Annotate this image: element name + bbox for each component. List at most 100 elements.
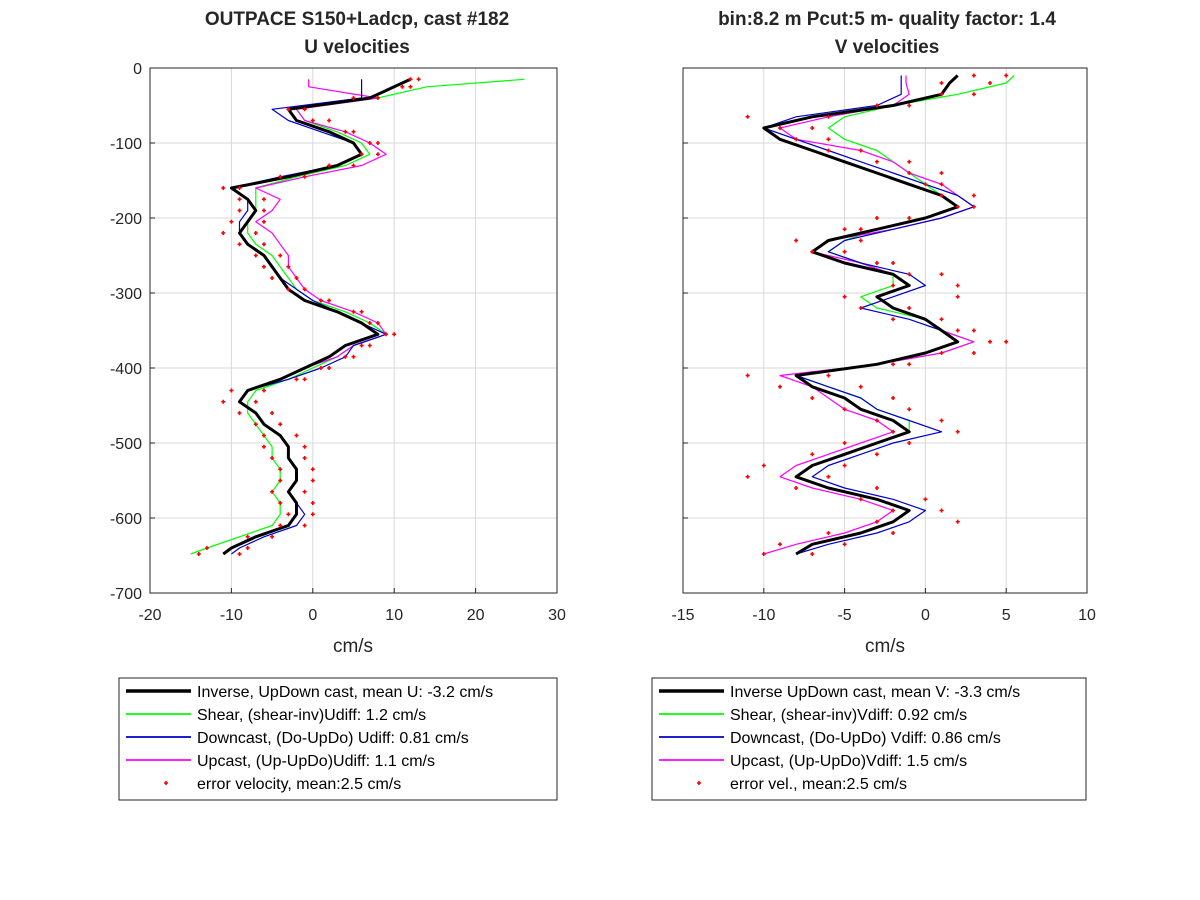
- error-velocity-point: [891, 531, 896, 535]
- error-velocity-point: [874, 519, 879, 524]
- error-velocity-point: [858, 497, 863, 502]
- error-velocity-point: [826, 373, 831, 378]
- error-velocity-point: [375, 96, 380, 100]
- error-velocity-point: [874, 216, 879, 220]
- v-legend: Inverse UpDown cast, mean V: -3.3 cm/s Sh…: [651, 677, 1087, 801]
- error-velocity-point: [270, 489, 275, 494]
- y-tick-label: -500: [110, 436, 142, 453]
- legend-error-label: error vel., mean:2.5 cm/s: [730, 776, 907, 793]
- error-velocity-point: [939, 92, 944, 97]
- error-velocity-point: [278, 523, 283, 528]
- error-velocity-point: [826, 531, 831, 535]
- error-velocity-point: [302, 489, 307, 494]
- error-velocity-point: [939, 508, 944, 513]
- error-velocity-point: [891, 429, 896, 434]
- error-velocity-point: [858, 384, 863, 389]
- legend-shear-label: Shear, (shear-inv)Udiff: 1.2 cm/s: [197, 707, 426, 724]
- error-velocity-point: [842, 249, 847, 254]
- error-velocity-point: [891, 283, 896, 288]
- x-tick-label: 0: [921, 607, 930, 624]
- error-velocity-point: [745, 114, 750, 119]
- error-velocity-point: [842, 407, 847, 412]
- error-velocity-point: [367, 321, 372, 325]
- error-velocity-point: [302, 444, 307, 449]
- error-velocity-point: [874, 418, 879, 423]
- error-velocity-point: [939, 81, 944, 85]
- error-velocity-point: [310, 478, 315, 483]
- error-velocity-point: [327, 366, 332, 370]
- y-tick-label: -100: [110, 136, 142, 153]
- error-velocity-point: [286, 264, 291, 269]
- error-velocity-point: [343, 354, 348, 359]
- error-velocity-point: [310, 118, 315, 123]
- error-velocity-point: [294, 377, 299, 382]
- error-velocity-point: [302, 456, 307, 460]
- error-velocity-point: [971, 204, 976, 209]
- v-title-line-2: V velocities: [835, 37, 940, 58]
- error-velocity-point: [261, 433, 266, 438]
- error-velocity-point: [270, 411, 275, 415]
- x-tick-label: 10: [385, 607, 403, 624]
- legend-downcast-label: Downcast, (Do-UpDo) Vdiff: 0.86 cm/s: [730, 730, 1001, 747]
- error-velocity-point: [359, 309, 364, 314]
- error-velocity-point: [842, 294, 847, 299]
- error-velocity-point: [278, 478, 283, 483]
- upcast-series-line: [222, 79, 387, 555]
- error-velocity-point: [826, 114, 831, 119]
- error-velocity-point: [971, 351, 976, 355]
- error-velocity-point: [286, 512, 291, 517]
- error-velocity-point: [745, 373, 750, 378]
- error-velocity-point: [1004, 339, 1009, 344]
- error-velocity-point: [939, 272, 944, 277]
- error-velocity-point: [237, 242, 242, 247]
- u-title-line-1: OUTPACE S150+Ladcp, cast #182: [205, 9, 509, 30]
- error-velocity-point: [261, 219, 266, 224]
- error-velocity-point: [939, 317, 944, 322]
- legend-error-label: error velocity, mean:2.5 cm/s: [197, 776, 401, 793]
- error-velocity-point: [359, 152, 364, 157]
- error-velocity-point: [1004, 73, 1009, 78]
- error-velocity-point: [261, 444, 266, 449]
- error-velocity-point: [237, 208, 242, 213]
- x-tick-label: -10: [752, 607, 775, 624]
- error-velocity-point: [810, 396, 815, 400]
- error-velocity-point: [955, 429, 960, 434]
- error-velocity-point: [253, 231, 258, 235]
- error-velocity-point: [907, 216, 912, 220]
- u-legend-box: [118, 677, 558, 801]
- error-velocity-point: [278, 501, 283, 505]
- error-velocity-point: [955, 204, 960, 209]
- error-velocity-point: [261, 242, 266, 247]
- error-velocity-point: [891, 317, 896, 322]
- x-tick-label: -10: [220, 607, 243, 624]
- legend-inverse-label: Inverse UpDown cast, mean V: -3.3 cm/s: [730, 684, 1020, 701]
- error-velocity-point: [375, 321, 380, 325]
- error-velocity-point: [253, 253, 258, 258]
- error-velocity-point: [270, 456, 275, 460]
- error-velocity-point: [270, 534, 275, 539]
- error-velocity-point: [237, 552, 242, 556]
- u-plot-frame: [149, 67, 558, 594]
- inverse-series-line: [762, 74, 960, 556]
- error-velocity-point: [907, 103, 912, 108]
- error-velocity-point: [874, 103, 879, 108]
- legend-inverse-label: Inverse, UpDown cast, mean U: -3.2 cm/s: [197, 684, 493, 701]
- error-velocity-point: [245, 546, 250, 550]
- error-velocity-point: [923, 182, 928, 187]
- error-velocity-point: [907, 159, 912, 164]
- error-velocity-point: [221, 231, 226, 235]
- v-velocity-panel: bin:8.2 m Pcut:5 m- quality factor: 1.4 …: [671, 9, 1096, 657]
- x-tick-label: 5: [1002, 607, 1011, 624]
- legend-upcast-label: Upcast, (Up-UpDo)Udiff: 1.1 cm/s: [197, 753, 435, 770]
- error-velocity-point: [794, 238, 799, 243]
- error-velocity-point: [237, 411, 242, 415]
- error-velocity-point: [367, 141, 372, 145]
- error-velocity-point: [939, 182, 944, 187]
- error-velocity-point: [939, 351, 944, 355]
- error-velocity-point: [237, 197, 242, 202]
- error-velocity-point: [351, 309, 356, 314]
- error-velocity-point: [327, 163, 332, 168]
- error-velocity-point: [375, 152, 380, 157]
- error-velocity-point: [278, 174, 283, 179]
- error-velocity-point: [261, 208, 266, 213]
